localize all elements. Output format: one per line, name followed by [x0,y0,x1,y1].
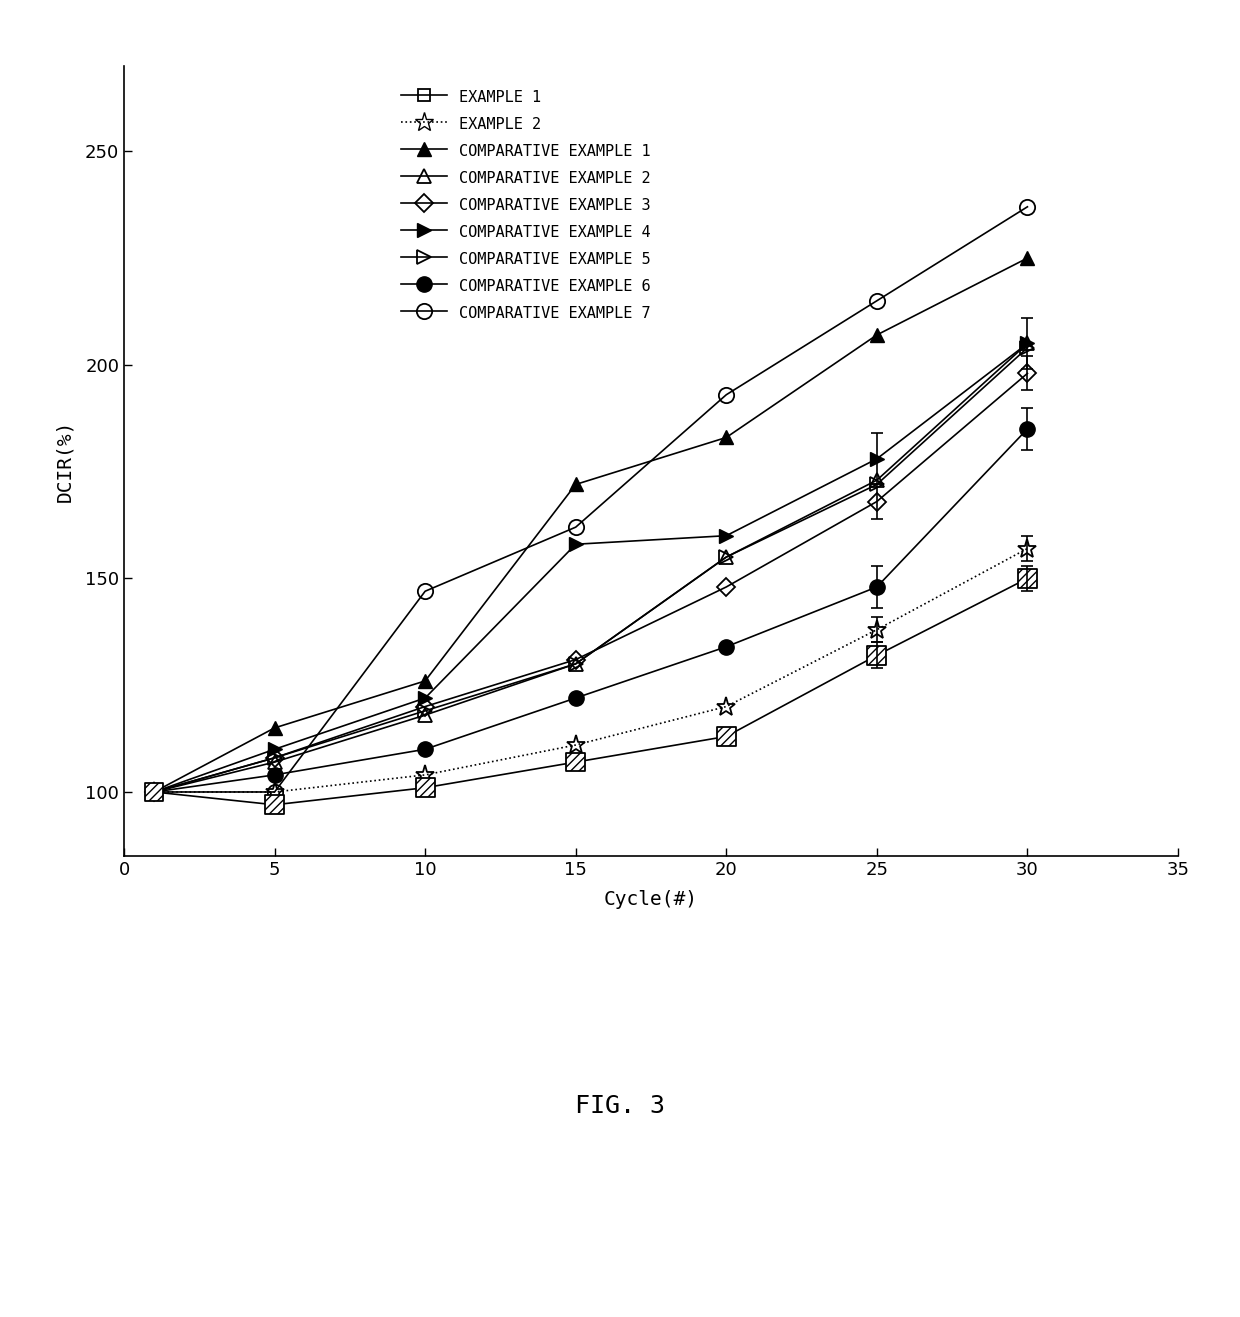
COMPARATIVE EXAMPLE 1 [267,720,281,736]
COMPARATIVE EXAMPLE 5 [418,703,433,719]
Point [565,752,585,773]
COMPARATIVE EXAMPLE 7 [568,519,583,535]
COMPARATIVE EXAMPLE 3 [719,579,734,595]
EXAMPLE 2 [1021,540,1035,556]
COMPARATIVE EXAMPLE 2 [146,784,161,799]
COMPARATIVE EXAMPLE 5 [568,656,583,672]
COMPARATIVE EXAMPLE 1 [146,784,161,799]
Line: COMPARATIVE EXAMPLE 3: COMPARATIVE EXAMPLE 3 [148,367,1034,798]
Point [144,781,164,802]
COMPARATIVE EXAMPLE 4 [568,536,583,552]
COMPARATIVE EXAMPLE 7 [1021,199,1035,215]
Line: COMPARATIVE EXAMPLE 6: COMPARATIVE EXAMPLE 6 [146,421,1035,799]
COMPARATIVE EXAMPLE 5 [869,477,884,493]
Point [867,645,887,666]
EXAMPLE 1 [267,797,281,813]
EXAMPLE 1 [418,780,433,795]
COMPARATIVE EXAMPLE 4 [267,741,281,757]
COMPARATIVE EXAMPLE 4 [146,784,161,799]
COMPARATIVE EXAMPLE 2 [1021,336,1035,352]
COMPARATIVE EXAMPLE 7 [719,387,734,403]
EXAMPLE 2 [568,738,583,753]
COMPARATIVE EXAMPLE 4 [719,528,734,544]
EXAMPLE 1 [568,755,583,770]
COMPARATIVE EXAMPLE 6 [719,639,734,655]
COMPARATIVE EXAMPLE 1 [568,477,583,493]
COMPARATIVE EXAMPLE 2 [719,549,734,565]
Point [415,777,435,798]
COMPARATIVE EXAMPLE 4 [869,450,884,466]
COMPARATIVE EXAMPLE 6 [267,766,281,782]
COMPARATIVE EXAMPLE 3 [267,749,281,765]
COMPARATIVE EXAMPLE 1 [869,327,884,342]
COMPARATIVE EXAMPLE 2 [869,473,884,489]
Text: FIG. 3: FIG. 3 [575,1094,665,1118]
COMPARATIVE EXAMPLE 3 [568,652,583,668]
X-axis label: Cycle(#): Cycle(#) [604,890,698,909]
EXAMPLE 1 [1021,570,1035,586]
EXAMPLE 2 [267,784,281,799]
Line: COMPARATIVE EXAMPLE 7: COMPARATIVE EXAMPLE 7 [146,199,1035,799]
COMPARATIVE EXAMPLE 2 [418,707,433,723]
COMPARATIVE EXAMPLE 4 [1021,336,1035,352]
Y-axis label: DCIR(%): DCIR(%) [55,420,73,502]
COMPARATIVE EXAMPLE 1 [1021,250,1035,266]
Point [264,794,284,815]
COMPARATIVE EXAMPLE 3 [146,784,161,799]
EXAMPLE 1 [869,648,884,664]
COMPARATIVE EXAMPLE 3 [418,698,433,714]
COMPARATIVE EXAMPLE 6 [568,690,583,706]
COMPARATIVE EXAMPLE 5 [267,749,281,765]
COMPARATIVE EXAMPLE 6 [146,784,161,799]
COMPARATIVE EXAMPLE 7 [267,784,281,799]
Point [1018,568,1038,589]
Legend: EXAMPLE 1, EXAMPLE 2, COMPARATIVE EXAMPLE 1, COMPARATIVE EXAMPLE 2, COMPARATIVE : EXAMPLE 1, EXAMPLE 2, COMPARATIVE EXAMPL… [396,82,657,328]
COMPARATIVE EXAMPLE 4 [418,690,433,706]
EXAMPLE 2 [869,622,884,637]
COMPARATIVE EXAMPLE 7 [869,292,884,308]
COMPARATIVE EXAMPLE 5 [1021,340,1035,356]
COMPARATIVE EXAMPLE 1 [418,673,433,689]
EXAMPLE 2 [418,766,433,782]
COMPARATIVE EXAMPLE 6 [869,579,884,595]
COMPARATIVE EXAMPLE 1 [719,429,734,445]
EXAMPLE 1 [146,784,161,799]
COMPARATIVE EXAMPLE 5 [146,784,161,799]
COMPARATIVE EXAMPLE 6 [1021,421,1035,437]
Line: COMPARATIVE EXAMPLE 4: COMPARATIVE EXAMPLE 4 [148,337,1034,799]
EXAMPLE 2 [719,698,734,714]
Line: COMPARATIVE EXAMPLE 2: COMPARATIVE EXAMPLE 2 [148,337,1034,799]
COMPARATIVE EXAMPLE 7 [146,784,161,799]
EXAMPLE 2 [146,784,161,799]
Point [717,726,737,747]
Line: EXAMPLE 2: EXAMPLE 2 [144,539,1037,802]
EXAMPLE 1 [719,728,734,744]
COMPARATIVE EXAMPLE 2 [267,755,281,770]
COMPARATIVE EXAMPLE 7 [418,583,433,599]
Line: COMPARATIVE EXAMPLE 1: COMPARATIVE EXAMPLE 1 [148,252,1034,799]
Line: EXAMPLE 1: EXAMPLE 1 [148,572,1034,811]
COMPARATIVE EXAMPLE 3 [1021,366,1035,382]
COMPARATIVE EXAMPLE 3 [869,494,884,510]
COMPARATIVE EXAMPLE 2 [568,656,583,672]
Line: COMPARATIVE EXAMPLE 5: COMPARATIVE EXAMPLE 5 [148,341,1034,799]
COMPARATIVE EXAMPLE 6 [418,741,433,757]
COMPARATIVE EXAMPLE 5 [719,549,734,565]
